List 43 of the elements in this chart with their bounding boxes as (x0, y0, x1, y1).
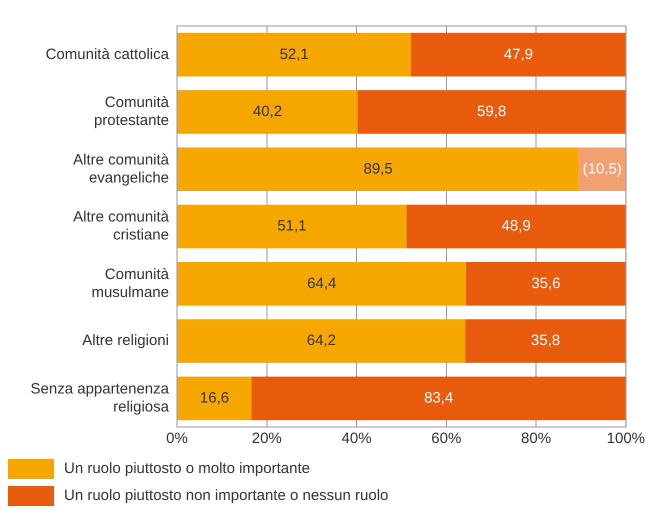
bar (578, 147, 626, 191)
data-label: (10,5) (582, 160, 622, 178)
data-label: 64,2 (306, 332, 336, 350)
data-label: 64,4 (307, 274, 336, 292)
x-tick-label: 60% (431, 430, 462, 448)
x-tick-label: 0% (166, 430, 188, 448)
data-label: 35,6 (531, 274, 561, 292)
bar (466, 262, 626, 306)
y-tick-label: Comunità protestante (94, 94, 170, 130)
bar (178, 204, 406, 248)
bar (357, 90, 626, 134)
bar (178, 262, 466, 306)
bar (410, 32, 626, 76)
y-tick-label: Comunità cattolica (46, 46, 170, 63)
bar (178, 90, 358, 134)
data-label: 48,9 (501, 218, 531, 235)
data-label: 40,2 (252, 103, 282, 120)
data-label: 52,1 (280, 46, 309, 63)
y-tick-label: Senza appartenenza religiosa (30, 380, 170, 416)
y-tick-label: Comunità musulmane (91, 266, 170, 301)
legend-label: Un ruolo piuttosto non importante o nessun ruolo (64, 487, 388, 504)
bar (252, 376, 626, 420)
y-tick-label: Altre comunità cristiane (73, 208, 170, 244)
bar (178, 319, 466, 363)
data-label: 47,9 (504, 46, 533, 63)
bar (178, 147, 579, 191)
data-label: 16,6 (200, 390, 230, 406)
data-label: 83,4 (424, 390, 454, 406)
x-tick-label: 40% (342, 430, 372, 448)
y-tick-label: Altre comunità evangeliche (73, 151, 170, 186)
x-tick-label: 20% (252, 430, 282, 448)
data-label: 35,8 (530, 332, 560, 350)
bar (178, 376, 252, 420)
bar (406, 204, 626, 248)
bar (178, 32, 411, 76)
x-tick-label: 80% (521, 430, 552, 448)
x-tick-label: 100% (606, 430, 646, 448)
data-label: 59,8 (477, 103, 506, 120)
y-tick-label: Altre religioni (82, 332, 169, 350)
data-label: 89,5 (363, 160, 393, 178)
data-label: 51,1 (277, 218, 307, 235)
bar (465, 319, 626, 363)
legend-label: Un ruolo piuttosto o molto importante (64, 460, 310, 477)
